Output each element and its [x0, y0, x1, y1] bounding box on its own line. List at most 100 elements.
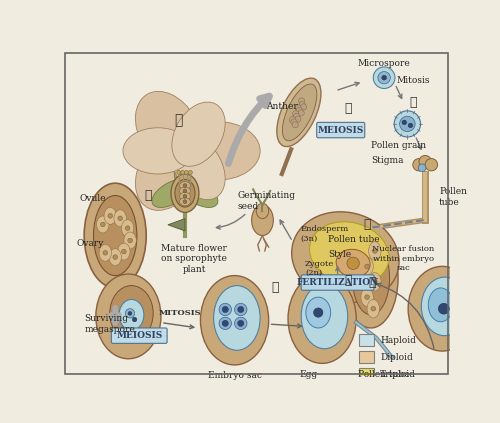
Ellipse shape — [175, 121, 260, 180]
Bar — [358, 368, 374, 380]
Circle shape — [118, 216, 122, 221]
Circle shape — [234, 303, 247, 316]
Circle shape — [419, 156, 432, 168]
Text: Ovary: Ovary — [76, 239, 104, 248]
FancyBboxPatch shape — [301, 275, 374, 290]
Bar — [358, 334, 374, 346]
Text: Surviving
megaspore: Surviving megaspore — [84, 314, 135, 334]
Ellipse shape — [172, 102, 225, 166]
Text: Pollen grain: Pollen grain — [370, 141, 426, 150]
Circle shape — [222, 320, 228, 327]
Circle shape — [126, 226, 130, 231]
Circle shape — [126, 309, 134, 318]
Circle shape — [298, 110, 304, 116]
Ellipse shape — [96, 216, 109, 233]
Ellipse shape — [200, 276, 268, 365]
Bar — [358, 351, 374, 363]
Text: ⑤: ⑤ — [271, 281, 278, 294]
Ellipse shape — [152, 179, 191, 207]
Circle shape — [177, 170, 180, 174]
Ellipse shape — [422, 277, 468, 336]
Ellipse shape — [368, 272, 381, 291]
Circle shape — [184, 170, 188, 174]
Ellipse shape — [292, 212, 399, 302]
Circle shape — [183, 194, 187, 198]
Text: Nuclear fusion
within embryo
sac: Nuclear fusion within embryo sac — [372, 245, 434, 272]
Ellipse shape — [180, 192, 190, 200]
Ellipse shape — [123, 128, 192, 174]
Circle shape — [113, 255, 117, 259]
Text: ③: ③ — [410, 96, 418, 109]
Circle shape — [425, 159, 438, 171]
Circle shape — [234, 317, 247, 330]
Ellipse shape — [277, 78, 321, 147]
Circle shape — [347, 257, 360, 269]
Ellipse shape — [368, 242, 381, 260]
Text: FERTILIZATION: FERTILIZATION — [296, 278, 379, 287]
Circle shape — [108, 214, 112, 218]
Ellipse shape — [175, 179, 195, 207]
Ellipse shape — [288, 274, 356, 363]
Ellipse shape — [172, 135, 225, 200]
Circle shape — [300, 104, 306, 110]
Text: Ovule: Ovule — [80, 194, 106, 203]
Text: Style: Style — [328, 250, 351, 259]
Circle shape — [290, 116, 296, 123]
Circle shape — [128, 238, 132, 243]
Ellipse shape — [306, 297, 330, 328]
Ellipse shape — [179, 179, 218, 207]
Ellipse shape — [301, 284, 348, 349]
Circle shape — [402, 120, 406, 125]
Text: ①: ① — [174, 113, 183, 127]
Circle shape — [294, 116, 301, 122]
Circle shape — [222, 306, 228, 313]
Ellipse shape — [361, 288, 374, 306]
Circle shape — [365, 295, 370, 299]
Ellipse shape — [408, 266, 476, 351]
Text: Anther: Anther — [266, 102, 298, 111]
Circle shape — [292, 111, 298, 117]
Circle shape — [183, 189, 187, 193]
Text: ②: ② — [344, 102, 352, 115]
Circle shape — [299, 102, 305, 107]
Ellipse shape — [99, 244, 112, 261]
Ellipse shape — [109, 249, 122, 266]
Circle shape — [128, 311, 132, 315]
Ellipse shape — [96, 274, 161, 359]
Ellipse shape — [174, 148, 196, 192]
Circle shape — [394, 111, 420, 137]
Text: MEIOSIS: MEIOSIS — [116, 331, 162, 340]
Ellipse shape — [106, 280, 124, 296]
Ellipse shape — [282, 84, 317, 141]
Text: Pollen
tube: Pollen tube — [439, 187, 467, 207]
Circle shape — [296, 107, 302, 113]
Ellipse shape — [180, 198, 190, 206]
Circle shape — [372, 249, 377, 253]
Ellipse shape — [428, 288, 453, 322]
FancyBboxPatch shape — [112, 328, 167, 343]
Ellipse shape — [352, 241, 390, 315]
Circle shape — [100, 222, 105, 227]
Ellipse shape — [104, 207, 117, 224]
Text: Pollen tube: Pollen tube — [358, 370, 410, 379]
Text: MITOSIS: MITOSIS — [158, 308, 201, 316]
Circle shape — [238, 306, 244, 313]
Text: Triploid: Triploid — [380, 370, 416, 379]
Ellipse shape — [119, 299, 144, 330]
Ellipse shape — [256, 203, 268, 219]
Circle shape — [295, 104, 301, 111]
Text: MEIOSIS: MEIOSIS — [318, 126, 364, 135]
Ellipse shape — [110, 286, 153, 341]
Ellipse shape — [180, 181, 190, 190]
Text: ⑥: ⑥ — [344, 274, 352, 287]
FancyBboxPatch shape — [316, 122, 365, 138]
Polygon shape — [168, 219, 185, 231]
Circle shape — [382, 75, 386, 80]
Text: ⑧: ⑧ — [364, 218, 371, 231]
Text: Zygote
(2n): Zygote (2n) — [305, 260, 334, 277]
Circle shape — [292, 121, 298, 128]
Ellipse shape — [114, 210, 126, 227]
Ellipse shape — [180, 187, 190, 195]
Text: Pollen tube: Pollen tube — [328, 235, 380, 244]
Ellipse shape — [252, 205, 274, 236]
